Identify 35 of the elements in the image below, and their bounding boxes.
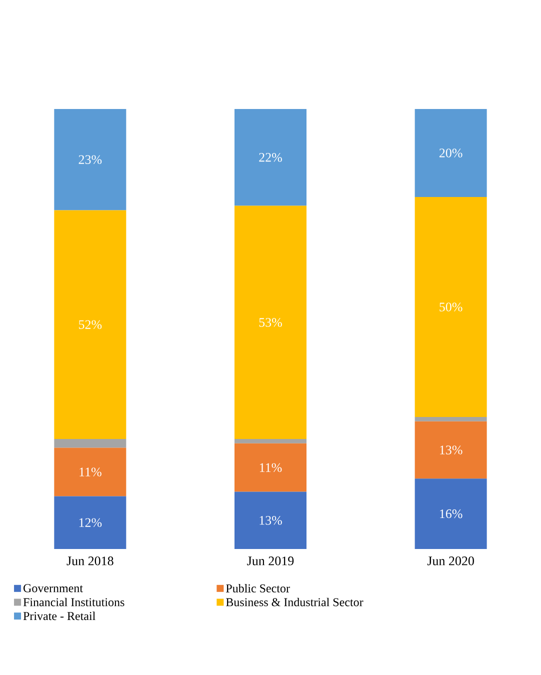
x-tick-label: Jun 2018 xyxy=(66,556,114,566)
bar xyxy=(234,109,306,206)
bar xyxy=(414,416,487,422)
bar xyxy=(54,448,126,496)
bar xyxy=(54,109,126,210)
data-label: 20% xyxy=(439,148,462,158)
data-label: 52% xyxy=(79,320,102,330)
legend-label: Government xyxy=(24,584,83,592)
bar xyxy=(234,206,306,439)
bar xyxy=(414,109,487,197)
legend-label: Financial Institutions xyxy=(23,598,124,606)
legend-label: Public Sector xyxy=(226,584,290,592)
bar xyxy=(54,496,126,549)
bar xyxy=(234,438,306,444)
bar xyxy=(54,438,126,448)
data-label: 53% xyxy=(259,318,282,327)
x-tick-label: Jun 2019 xyxy=(247,556,294,566)
legend-label: Private - Retail xyxy=(23,612,96,620)
data-label: 13% xyxy=(440,446,462,454)
data-label: 11% xyxy=(260,463,282,472)
bar xyxy=(234,492,306,549)
bar xyxy=(414,478,487,549)
data-label: 23% xyxy=(78,155,102,164)
data-label: 11% xyxy=(80,468,102,476)
legend-label: Business & Industrial Sector xyxy=(226,598,364,606)
bar xyxy=(234,443,306,492)
data-label: 13% xyxy=(260,516,282,525)
bar xyxy=(54,210,126,439)
data-label: 16% xyxy=(440,509,462,518)
data-label: 50% xyxy=(440,302,462,312)
bar xyxy=(414,197,487,417)
x-tick-label: Jun 2020 xyxy=(427,556,474,566)
data-label: 22% xyxy=(259,152,282,162)
bar xyxy=(414,421,487,479)
data-label: 12% xyxy=(79,518,102,528)
